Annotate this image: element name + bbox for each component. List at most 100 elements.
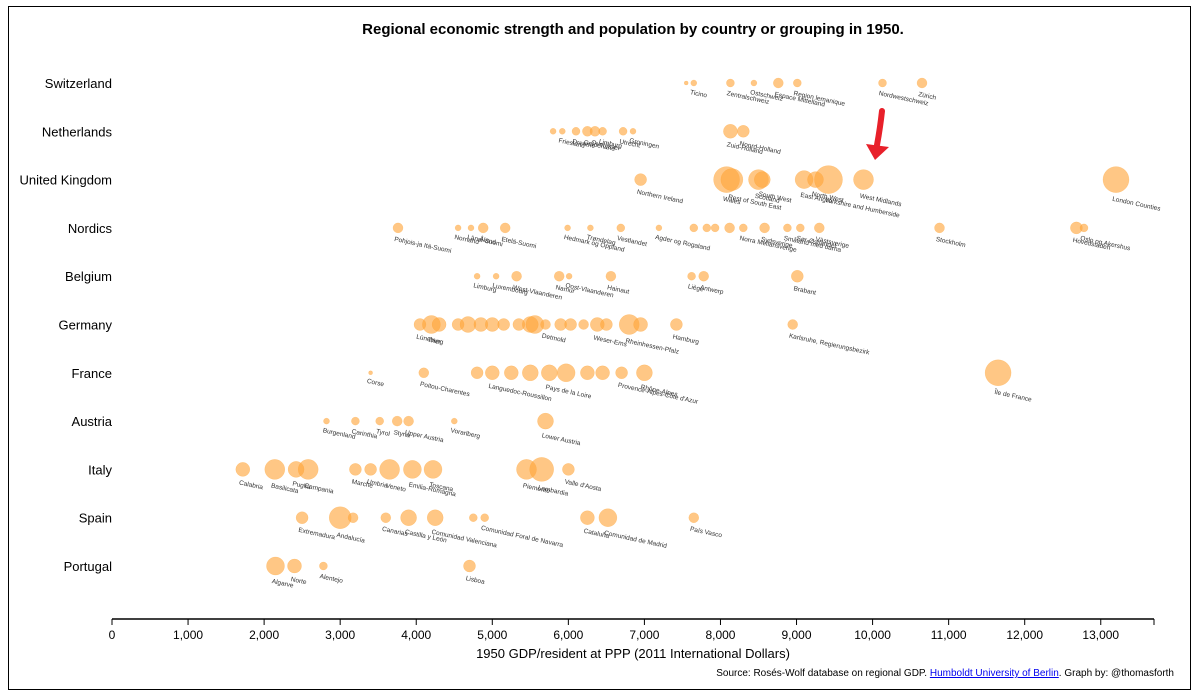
region-bubble[interactable]: Nordics: Pohjois-ja Itä-Suomi — [392, 222, 404, 234]
region-bubble[interactable]: Germany — [497, 318, 510, 331]
region-bubble[interactable]: United Kingdom: West Midlands — [853, 169, 874, 190]
region-bubble[interactable]: Germany — [485, 317, 500, 332]
region-bubble[interactable]: France: Languedoc-Roussillon — [485, 365, 500, 381]
region-bubble[interactable]: Belgium: Namur — [553, 270, 565, 282]
region-bubble[interactable]: Italy: Marche — [349, 463, 362, 476]
region-bubble[interactable]: Italy: Calabria — [235, 462, 251, 477]
region-bubble[interactable]: Italy: Umbria — [364, 463, 377, 476]
region-bubble[interactable]: Spain — [469, 513, 478, 522]
region-bubble[interactable]: France — [556, 363, 576, 383]
source-link[interactable]: Humboldt University of Berlin — [929, 668, 1059, 679]
region-bubble[interactable]: United Kingdom: South West — [754, 171, 771, 188]
region-bubble[interactable]: Spain: Comunidad Foral de Navarra — [480, 513, 489, 522]
region-bubble[interactable]: Germany — [459, 316, 477, 333]
region-bubble[interactable]: Italy: Valle d'Aosta — [562, 463, 575, 476]
region-bubble[interactable]: Nordics — [724, 222, 735, 234]
region-bubble[interactable]: United Kingdom: Rest of South East — [720, 168, 744, 191]
region-bubble[interactable]: Belgium: Oost-Vlaanderen — [565, 272, 573, 280]
region-bubble[interactable]: Austria: Styria — [391, 415, 403, 427]
region-bubble[interactable]: Nordics: Trøndelag — [587, 224, 594, 232]
region-bubble[interactable]: Switzerland: Zentralschweiz — [726, 78, 735, 88]
region-bubble[interactable]: Germany: Karlsruhe, Regierungsbezirk — [787, 319, 798, 330]
region-bubble[interactable]: France: Poitou-Charentes — [418, 367, 430, 379]
region-bubble[interactable]: Belgium: Limburg — [473, 272, 481, 280]
region-bubble[interactable]: Belgium: Hainaut — [605, 270, 617, 282]
region-bubble[interactable]: Nordics: Norrland — [454, 224, 462, 232]
region-bubble[interactable]: Spain: Extremadura — [295, 511, 309, 524]
region-bubble[interactable]: France — [470, 366, 484, 380]
region-bubble[interactable]: Nordics: Stockholm — [934, 222, 945, 234]
region-bubble[interactable]: Belgium: Liège — [687, 271, 696, 281]
region-bubble[interactable]: United Kingdom: London Counties — [1102, 166, 1130, 193]
region-bubble[interactable]: Italy: Lombardia — [529, 457, 554, 482]
region-bubble[interactable]: Belgium: Antwerp — [698, 270, 709, 282]
region-bubble[interactable]: Portugal: Alentejo — [319, 561, 328, 571]
region-bubble[interactable]: Austria: Burgenland — [323, 417, 330, 425]
region-bubble[interactable]: Austria: Vorarlberg — [451, 417, 458, 425]
region-bubble[interactable]: Nordics: Västsverige — [814, 222, 825, 234]
region-bubble[interactable]: Portugal: Norte — [287, 558, 302, 574]
region-bubble[interactable]: Netherlands — [549, 128, 557, 135]
region-bubble[interactable]: Germany: Detmold — [540, 319, 551, 330]
region-bubble[interactable]: Switzerland — [683, 80, 689, 86]
region-bubble[interactable]: Austria: Lower Austria — [537, 412, 554, 430]
region-bubble[interactable]: Switzerland: Ostschweiz — [750, 79, 758, 87]
region-bubble[interactable]: Netherlands: Groningen — [629, 128, 637, 135]
region-bubble[interactable]: France — [595, 365, 610, 381]
region-bubble[interactable]: France: Rhône-Alpes — [636, 364, 653, 382]
region-bubble[interactable]: Nordics: Hedmark og Oppland — [564, 224, 571, 232]
region-bubble[interactable]: Italy: Emilia-Romagna — [403, 460, 422, 479]
region-bubble[interactable]: Nordics: Åland — [477, 222, 489, 234]
region-bubble[interactable]: Nordics: Norra Mellansverige — [739, 223, 748, 233]
region-bubble[interactable]: France: Île de France — [984, 359, 1012, 387]
region-bubble[interactable]: Spain: Canarias — [380, 512, 392, 523]
region-bubble[interactable]: Portugal: Lisboa — [463, 559, 476, 573]
region-bubble[interactable]: Nordics: Sydsverige — [759, 222, 770, 234]
region-bubble[interactable]: Spain — [347, 512, 359, 523]
region-bubble[interactable]: Netherlands: Zuid-Holland — [723, 124, 738, 139]
region-bubble[interactable]: Portugal: Algarve — [266, 556, 285, 576]
region-bubble[interactable]: Nordics: Länsi-Suomi — [467, 224, 475, 232]
region-bubble[interactable]: Switzerland: Region lemanique — [793, 78, 802, 88]
region-bubble[interactable]: Nordics — [710, 223, 720, 233]
region-bubble[interactable]: Belgium: Brabant — [791, 269, 804, 283]
region-bubble[interactable]: Nordics — [689, 223, 699, 233]
region-bubble[interactable]: Nordics: Agder og Rogaland — [655, 224, 663, 232]
region-bubble[interactable]: Germany — [600, 318, 613, 331]
region-bubble[interactable]: Austria: Carinthia — [351, 416, 360, 426]
region-bubble[interactable]: Netherlands: Limburg — [598, 127, 607, 136]
region-bubble[interactable]: France — [504, 365, 519, 381]
region-bubble[interactable]: United Kingdom: Yorkshire and Humberside — [814, 165, 843, 194]
region-bubble[interactable]: Nordics: Oslo og Akershus — [1079, 223, 1089, 233]
region-bubble[interactable]: Germany: Hamburg — [670, 318, 683, 331]
region-bubble[interactable]: France: Corse — [368, 370, 373, 376]
region-bubble[interactable]: Nordics: Vestlandet — [616, 223, 626, 233]
region-bubble[interactable]: Netherlands: Utrecht — [618, 127, 628, 136]
region-bubble[interactable]: Switzerland: Zürich — [916, 77, 928, 89]
region-bubble[interactable]: Spain: Cataluña — [580, 510, 595, 525]
region-bubble[interactable]: Belgium: West-Vlaanderen — [511, 270, 522, 282]
region-bubble[interactable]: Italy: Campania — [297, 459, 319, 480]
region-bubble[interactable]: Germany — [564, 318, 577, 331]
region-bubble[interactable]: Netherlands: Drenthe — [571, 127, 581, 136]
region-bubble[interactable]: Italy: Toscana — [423, 460, 443, 479]
region-bubble[interactable]: United Kingdom: Northern Ireland — [634, 173, 647, 186]
region-bubble[interactable]: Austria: Upper Austria — [403, 415, 414, 427]
region-bubble[interactable]: Switzerland: Nordwestschweiz — [878, 78, 887, 88]
region-bubble[interactable]: France: Pays de la Loire — [541, 364, 558, 382]
region-bubble[interactable]: Germany — [578, 319, 589, 330]
region-bubble[interactable]: Italy: Veneto — [379, 459, 400, 480]
region-bubble[interactable]: Belgium: Luxembourg — [492, 272, 500, 280]
region-bubble[interactable]: Netherlands: Noord-Holland — [737, 125, 750, 138]
region-bubble[interactable]: Nordics: Småland med öarna — [783, 223, 792, 233]
region-bubble[interactable]: Nordics — [702, 223, 712, 233]
region-bubble[interactable]: Switzerland: Ticino — [690, 79, 698, 87]
region-bubble[interactable]: Nordics: Etelä-Suomi — [499, 222, 511, 234]
region-bubble[interactable]: France: Provence-Alpes-Côte d'Azur — [615, 366, 628, 380]
region-bubble[interactable]: Spain: Comunidad Valenciana — [426, 509, 444, 526]
region-bubble[interactable]: France — [580, 365, 595, 381]
region-bubble[interactable]: Spain: Castilla y León — [400, 509, 417, 526]
region-bubble[interactable]: Italy: Basilicata — [264, 459, 286, 480]
region-bubble[interactable]: Netherlands: Friesland — [559, 128, 566, 135]
region-bubble[interactable]: Austria: Tyrol — [375, 416, 384, 426]
